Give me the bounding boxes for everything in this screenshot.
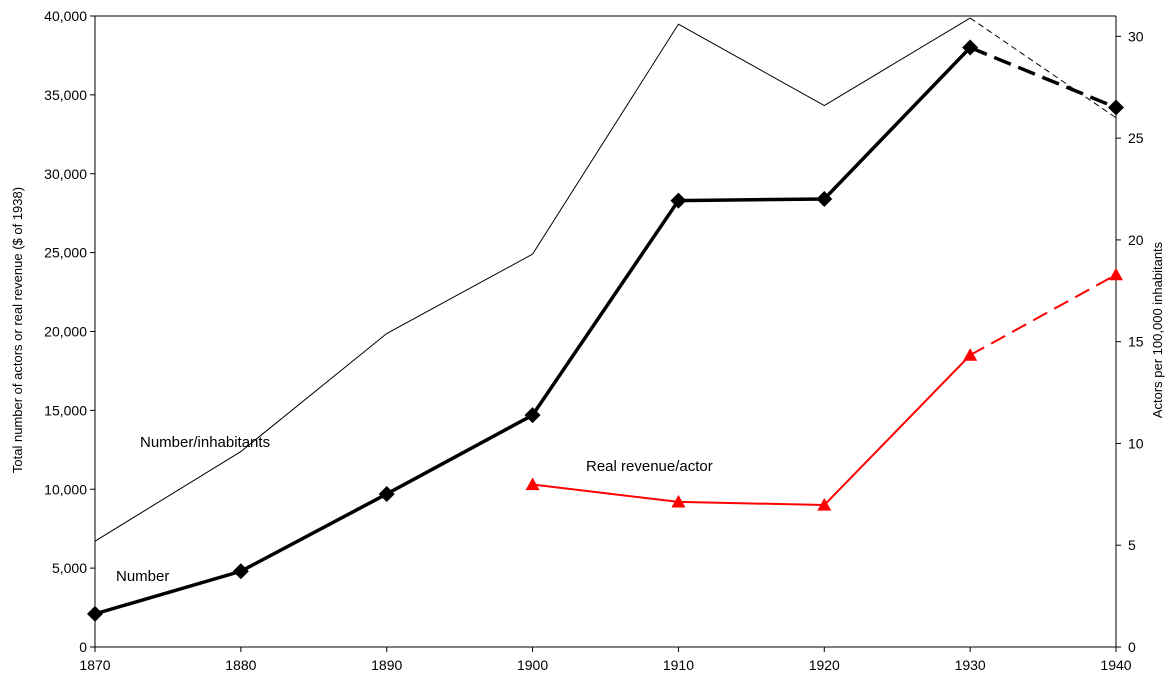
chart-series xyxy=(87,17,1124,622)
chart-axes: 1870 1880 1890 1900 1910 1920 1930 1940 0 5,000 10… xyxy=(44,8,1144,673)
right-axis-title: Actors per 100,000 inhabitants xyxy=(1150,241,1165,418)
series-line xyxy=(532,354,971,507)
series-2 xyxy=(525,267,1123,511)
data-point xyxy=(816,190,833,207)
x-tick-label: 1900 xyxy=(517,657,548,673)
y-right-tick-label: 15 xyxy=(1128,334,1144,350)
left-axis-title: Total number of actors or real revenue (… xyxy=(10,187,25,473)
label-number: Number xyxy=(116,568,169,585)
y-left-tick-label: 25,000 xyxy=(44,245,87,261)
data-point xyxy=(962,39,979,56)
series-line xyxy=(94,17,971,542)
label-real-revenue: Real revenue/actor xyxy=(586,458,713,475)
series-line-projected xyxy=(969,273,1117,357)
y-left-tick-label: 0 xyxy=(79,639,87,655)
series-line-projected xyxy=(969,45,1117,110)
series-1 xyxy=(87,39,1124,622)
data-point xyxy=(670,192,687,209)
data-point xyxy=(524,407,541,424)
x-tick-label: 1880 xyxy=(225,657,256,673)
label-number-inhabitants: Number/inhabitants xyxy=(140,434,270,451)
x-tick-label: 1910 xyxy=(663,657,694,673)
series-0 xyxy=(94,17,1117,542)
y-left-tick-label: 15,000 xyxy=(44,402,87,418)
data-point xyxy=(1108,99,1124,116)
x-tick-label: 1930 xyxy=(955,657,986,673)
y-right-tick-label: 0 xyxy=(1128,639,1136,655)
data-point xyxy=(378,485,395,502)
x-tick-label: 1940 xyxy=(1100,657,1131,673)
data-point xyxy=(232,563,249,580)
x-tick-label: 1920 xyxy=(809,657,840,673)
x-tick-label: 1870 xyxy=(79,657,110,673)
data-point xyxy=(87,605,103,622)
y-left-tick-label: 10,000 xyxy=(44,481,87,497)
y-left-tick-label: 30,000 xyxy=(44,166,87,182)
y-right-tick-label: 10 xyxy=(1128,435,1144,451)
y-right-tick-label: 25 xyxy=(1128,130,1144,146)
y-left-tick-label: 5,000 xyxy=(52,560,87,576)
data-point xyxy=(671,494,686,508)
y-left-tick-label: 40,000 xyxy=(44,8,87,24)
series-line xyxy=(94,46,972,616)
y-right-tick-label: 5 xyxy=(1128,537,1136,553)
y-left-tick-label: 20,000 xyxy=(44,324,87,340)
y-right-tick-label: 30 xyxy=(1128,28,1144,44)
y-left-tick-label: 35,000 xyxy=(44,87,87,103)
data-point xyxy=(963,348,978,361)
data-point xyxy=(525,477,540,491)
x-tick-label: 1890 xyxy=(371,657,402,673)
series-line-projected xyxy=(969,17,1117,119)
data-point xyxy=(1109,267,1123,281)
y-right-tick-label: 20 xyxy=(1128,232,1144,248)
data-point xyxy=(817,498,832,511)
